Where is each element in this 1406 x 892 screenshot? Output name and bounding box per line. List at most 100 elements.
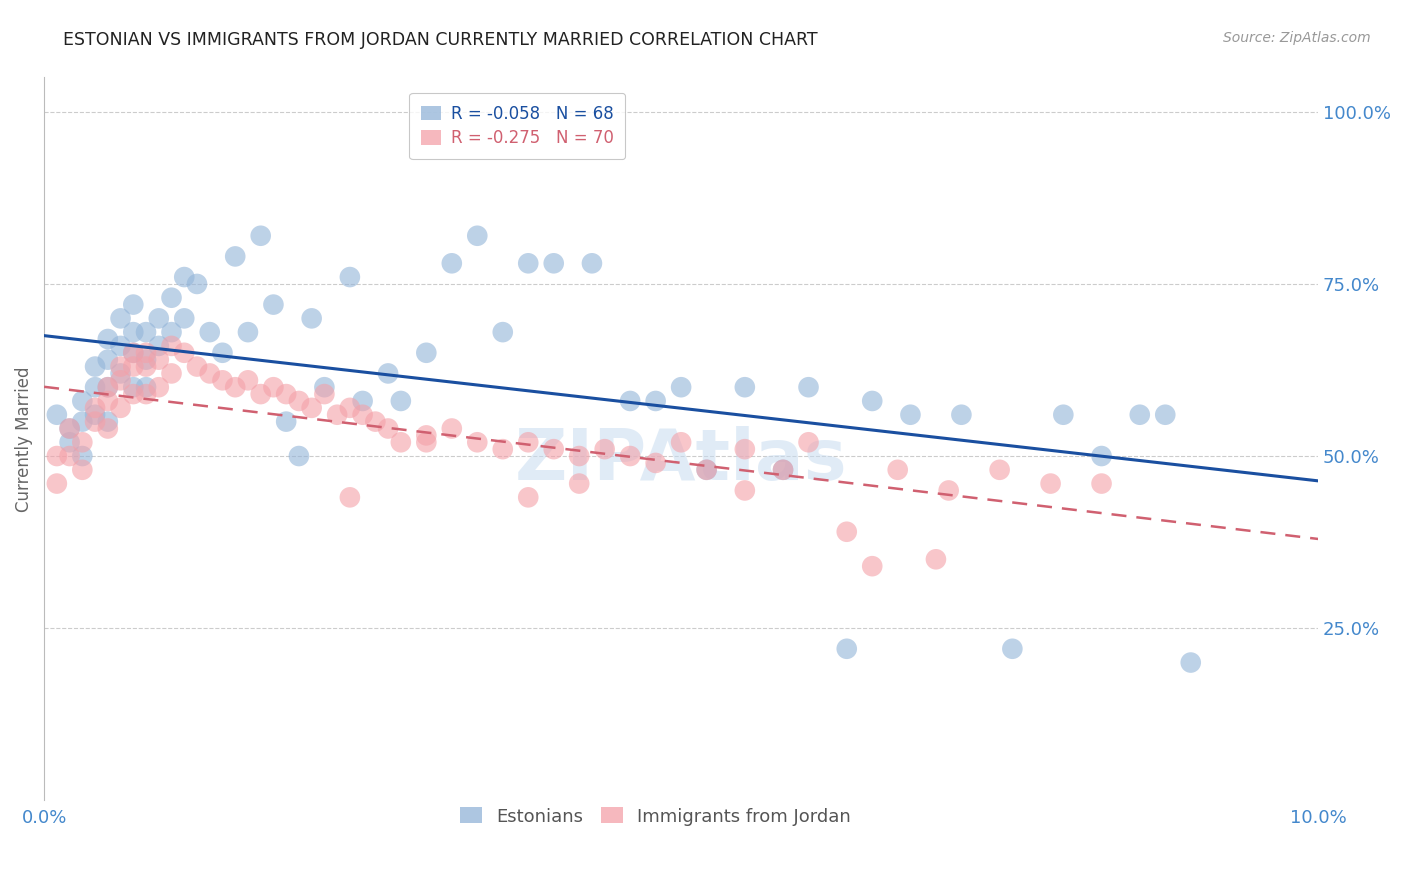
Point: [377, 421, 399, 435]
Point: [797, 435, 820, 450]
Point: [568, 476, 591, 491]
Point: [797, 380, 820, 394]
Point: [568, 449, 591, 463]
Point: [122, 359, 145, 374]
Point: [97, 380, 120, 394]
Point: [160, 339, 183, 353]
Point: [415, 345, 437, 359]
Point: [886, 463, 908, 477]
Point: [186, 277, 208, 291]
Point: [110, 339, 132, 353]
Point: [772, 463, 794, 477]
Point: [669, 380, 692, 394]
Point: [224, 380, 246, 394]
Point: [517, 491, 540, 505]
Point: [173, 345, 195, 359]
Point: [1052, 408, 1074, 422]
Point: [135, 345, 157, 359]
Point: [1039, 476, 1062, 491]
Point: [110, 401, 132, 415]
Point: [543, 256, 565, 270]
Point: [326, 408, 349, 422]
Point: [148, 352, 170, 367]
Point: [938, 483, 960, 498]
Point: [45, 408, 67, 422]
Point: [84, 415, 107, 429]
Point: [72, 415, 94, 429]
Point: [415, 428, 437, 442]
Point: [339, 491, 361, 505]
Point: [72, 449, 94, 463]
Point: [97, 332, 120, 346]
Point: [389, 394, 412, 409]
Point: [249, 387, 271, 401]
Point: [377, 367, 399, 381]
Point: [148, 380, 170, 394]
Point: [288, 449, 311, 463]
Point: [339, 401, 361, 415]
Point: [148, 339, 170, 353]
Point: [72, 435, 94, 450]
Text: ZIPAtlas: ZIPAtlas: [515, 426, 848, 495]
Point: [160, 367, 183, 381]
Point: [389, 435, 412, 450]
Point: [72, 394, 94, 409]
Point: [135, 387, 157, 401]
Point: [314, 380, 336, 394]
Point: [644, 394, 666, 409]
Point: [122, 380, 145, 394]
Point: [644, 456, 666, 470]
Point: [97, 415, 120, 429]
Point: [1180, 656, 1202, 670]
Point: [696, 463, 718, 477]
Point: [900, 408, 922, 422]
Point: [160, 291, 183, 305]
Point: [97, 394, 120, 409]
Point: [492, 325, 515, 339]
Point: [352, 394, 374, 409]
Point: [835, 641, 858, 656]
Point: [58, 435, 80, 450]
Point: [301, 311, 323, 326]
Point: [835, 524, 858, 539]
Point: [593, 442, 616, 457]
Point: [1129, 408, 1152, 422]
Point: [543, 442, 565, 457]
Point: [58, 421, 80, 435]
Point: [517, 256, 540, 270]
Point: [364, 415, 387, 429]
Point: [988, 463, 1011, 477]
Point: [696, 463, 718, 477]
Point: [122, 345, 145, 359]
Point: [314, 387, 336, 401]
Point: [860, 559, 883, 574]
Point: [84, 408, 107, 422]
Point: [224, 249, 246, 263]
Point: [72, 463, 94, 477]
Point: [734, 380, 756, 394]
Point: [122, 297, 145, 311]
Point: [122, 345, 145, 359]
Point: [1001, 641, 1024, 656]
Point: [110, 359, 132, 374]
Point: [186, 359, 208, 374]
Point: [122, 325, 145, 339]
Text: Source: ZipAtlas.com: Source: ZipAtlas.com: [1223, 31, 1371, 45]
Point: [135, 380, 157, 394]
Point: [669, 435, 692, 450]
Y-axis label: Currently Married: Currently Married: [15, 366, 32, 512]
Point: [262, 297, 284, 311]
Point: [492, 442, 515, 457]
Point: [1154, 408, 1177, 422]
Point: [415, 435, 437, 450]
Point: [45, 449, 67, 463]
Legend: Estonians, Immigrants from Jordan: Estonians, Immigrants from Jordan: [451, 798, 860, 835]
Point: [925, 552, 948, 566]
Point: [211, 345, 233, 359]
Point: [860, 394, 883, 409]
Point: [734, 483, 756, 498]
Point: [97, 421, 120, 435]
Point: [45, 476, 67, 491]
Point: [301, 401, 323, 415]
Point: [135, 352, 157, 367]
